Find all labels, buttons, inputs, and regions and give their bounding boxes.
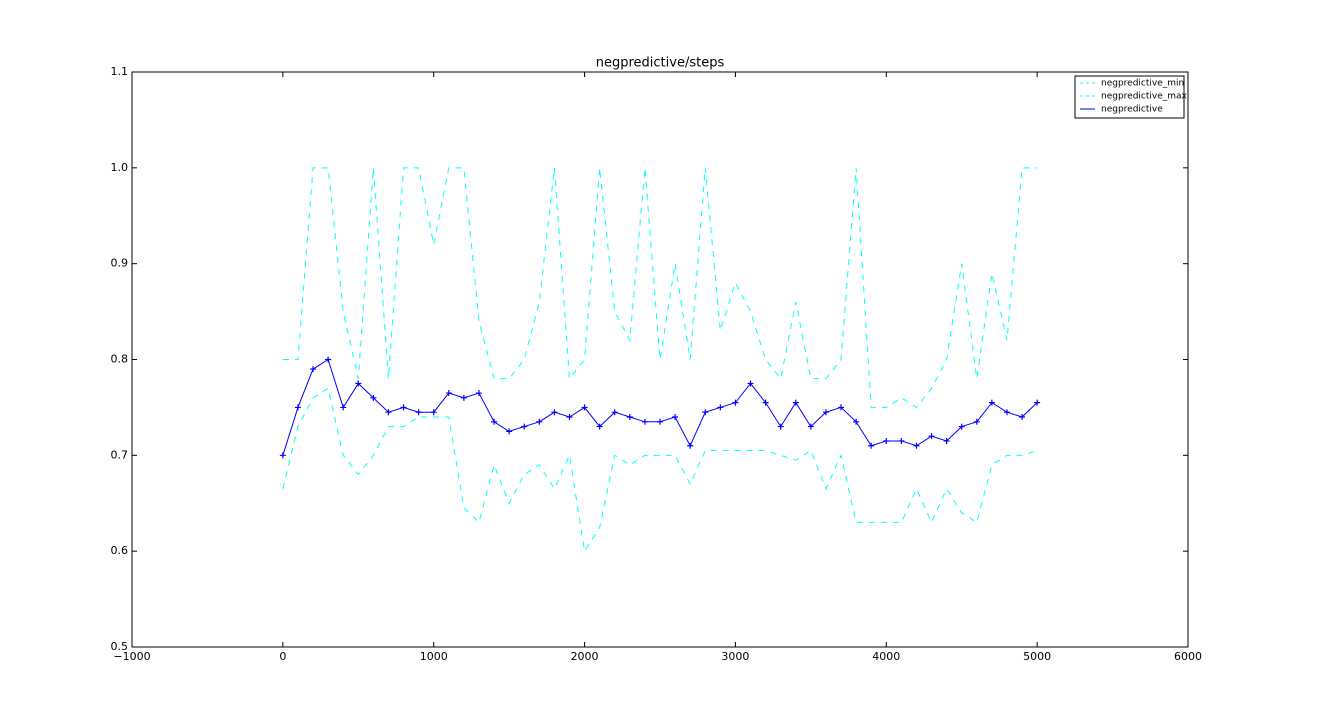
point-marker bbox=[491, 418, 498, 425]
point-marker bbox=[294, 404, 301, 411]
point-marker bbox=[415, 409, 422, 416]
legend-label: negpredictive_min bbox=[1101, 79, 1184, 89]
x-tick-label: −1000 bbox=[113, 650, 150, 663]
y-tick-label: 0.5 bbox=[111, 640, 129, 653]
y-tick-label: 0.7 bbox=[111, 448, 129, 461]
point-marker bbox=[672, 414, 679, 420]
plot-frame bbox=[131, 71, 1189, 648]
point-marker bbox=[928, 433, 935, 440]
point-marker bbox=[687, 442, 694, 449]
point-marker bbox=[807, 423, 814, 430]
point-marker bbox=[536, 418, 543, 425]
point-marker bbox=[717, 404, 724, 411]
point-marker bbox=[626, 414, 633, 420]
point-marker bbox=[868, 442, 875, 449]
x-tick-label: 0 bbox=[279, 650, 286, 663]
chart-title: negpredictive/steps bbox=[596, 56, 725, 71]
point-marker bbox=[460, 394, 467, 401]
point-marker bbox=[445, 390, 452, 397]
point-marker bbox=[732, 399, 739, 406]
point-marker bbox=[838, 404, 845, 411]
legend-label: negpredictive_max bbox=[1101, 92, 1188, 102]
point-marker bbox=[385, 409, 392, 416]
point-marker bbox=[853, 418, 860, 425]
point-marker bbox=[883, 437, 890, 444]
point-marker bbox=[898, 437, 905, 444]
point-marker bbox=[1019, 414, 1026, 420]
point-marker bbox=[913, 442, 920, 449]
x-tick-label: 2000 bbox=[571, 650, 599, 663]
x-tick-label: 6000 bbox=[1174, 650, 1202, 663]
point-marker bbox=[1034, 399, 1041, 406]
point-marker bbox=[355, 380, 362, 387]
point-marker bbox=[310, 366, 317, 373]
point-marker bbox=[641, 418, 648, 425]
point-marker bbox=[611, 409, 618, 416]
y-tick-label: 0.9 bbox=[111, 257, 129, 270]
x-tick-label: 5000 bbox=[1023, 650, 1051, 663]
point-marker bbox=[551, 409, 558, 416]
point-marker bbox=[400, 404, 407, 411]
point-marker bbox=[506, 428, 513, 435]
point-marker bbox=[973, 418, 980, 425]
y-tick-label: 1.0 bbox=[111, 161, 129, 174]
y-tick-label: 1.1 bbox=[111, 65, 129, 78]
point-marker bbox=[943, 437, 950, 444]
point-marker bbox=[521, 423, 528, 430]
point-marker bbox=[370, 394, 377, 401]
y-tick-label: 0.6 bbox=[111, 544, 129, 557]
point-marker bbox=[988, 399, 995, 406]
x-tick-label: 1000 bbox=[420, 650, 448, 663]
point-marker bbox=[279, 452, 286, 459]
point-marker bbox=[792, 399, 799, 406]
point-marker bbox=[1003, 409, 1010, 416]
point-marker bbox=[657, 418, 663, 425]
point-marker bbox=[325, 356, 332, 363]
point-marker bbox=[777, 423, 784, 430]
legend-label: negpredictive bbox=[1101, 105, 1163, 115]
point-marker bbox=[475, 390, 482, 397]
x-tick-label: 4000 bbox=[872, 650, 900, 663]
point-marker bbox=[581, 404, 588, 411]
x-tick-label: 3000 bbox=[721, 650, 749, 663]
point-marker bbox=[702, 409, 709, 416]
point-marker bbox=[340, 404, 347, 411]
point-marker bbox=[566, 414, 573, 420]
point-marker bbox=[747, 380, 754, 387]
legend: negpredictive_min negpredictive_maxnegpre… bbox=[1074, 75, 1188, 119]
point-marker bbox=[822, 409, 829, 416]
point-marker bbox=[762, 399, 769, 406]
point-marker bbox=[958, 423, 965, 430]
point-marker bbox=[430, 409, 437, 416]
point-marker bbox=[596, 423, 603, 430]
y-tick-label: 0.8 bbox=[111, 353, 129, 366]
